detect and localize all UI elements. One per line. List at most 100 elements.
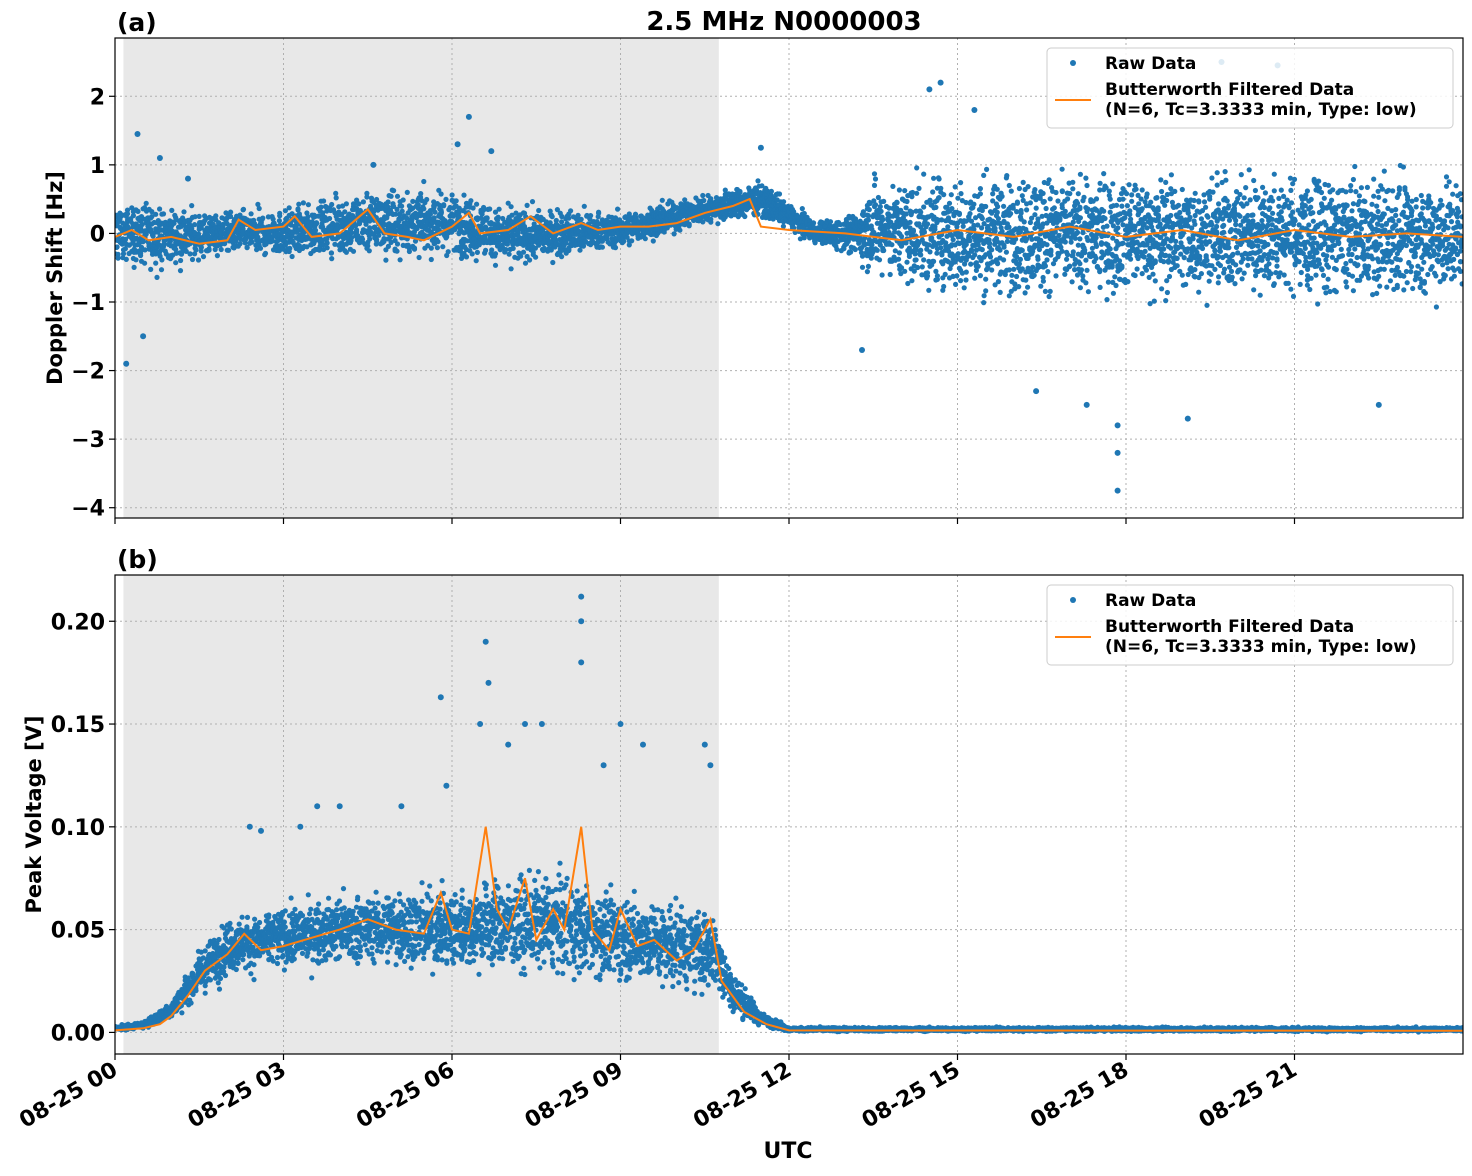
raw-data-point	[972, 252, 977, 257]
raw-data-point	[1065, 196, 1070, 201]
raw-data-point	[989, 267, 994, 272]
raw-data-point	[421, 206, 426, 211]
raw-data-point	[951, 237, 956, 242]
raw-data-point	[925, 221, 930, 226]
raw-data-point	[1169, 172, 1174, 177]
raw-data-point	[550, 214, 555, 219]
raw-data-point	[511, 246, 516, 251]
raw-data-point	[439, 191, 444, 196]
raw-data-point	[533, 255, 538, 260]
raw-data-point	[1048, 196, 1053, 201]
raw-data-point	[1083, 280, 1088, 285]
raw-data-point	[582, 204, 587, 209]
raw-data-point	[978, 186, 983, 191]
raw-data-point	[416, 202, 421, 207]
raw-data-point	[897, 187, 902, 192]
raw-data-point	[916, 186, 921, 191]
raw-data-point	[1127, 208, 1132, 213]
raw-data-point	[1144, 268, 1149, 273]
raw-data-point	[1150, 272, 1155, 277]
raw-data-point	[980, 216, 985, 221]
raw-data-point	[1207, 279, 1212, 284]
raw-data-point	[1009, 273, 1014, 278]
raw-data-point	[1063, 209, 1068, 214]
raw-data-point	[1127, 182, 1132, 187]
raw-data-point	[439, 209, 444, 214]
raw-data-point	[121, 251, 126, 256]
figure-title: 2.5 MHz N0000003	[646, 7, 921, 37]
raw-data-point	[364, 191, 369, 196]
raw-data-point	[1077, 205, 1082, 210]
raw-data-point	[964, 242, 969, 247]
raw-data-point	[1102, 216, 1107, 221]
raw-data-point	[301, 200, 306, 205]
raw-data-point	[440, 244, 445, 249]
raw-data-point	[983, 288, 988, 293]
raw-data-point	[1065, 252, 1070, 257]
raw-data-point	[1101, 209, 1106, 214]
raw-data-point	[800, 206, 805, 211]
raw-data-point	[1125, 203, 1130, 208]
raw-data-point	[941, 192, 946, 197]
raw-data-point	[708, 196, 713, 201]
raw-data-point	[1064, 257, 1069, 262]
raw-data-point	[918, 252, 923, 257]
raw-data-point	[880, 272, 885, 277]
raw-data-point	[579, 217, 584, 222]
raw-data-point	[1079, 267, 1084, 272]
raw-data-point	[1070, 279, 1075, 284]
raw-data-point	[1163, 180, 1168, 185]
raw-data-point	[383, 258, 388, 263]
raw-data-point	[1025, 285, 1030, 290]
raw-data-point	[1186, 210, 1191, 215]
raw-data-point	[1023, 278, 1028, 283]
raw-data-point	[1071, 220, 1076, 225]
raw-data-point	[1145, 191, 1150, 196]
raw-data-point	[1047, 177, 1052, 182]
raw-data-point	[1120, 241, 1125, 246]
raw-data-point	[907, 254, 912, 259]
raw-data-point	[1020, 248, 1025, 253]
raw-data-point	[509, 204, 514, 209]
raw-data-point	[159, 257, 164, 262]
raw-data-point	[1128, 257, 1133, 262]
raw-data-point	[1223, 169, 1228, 174]
raw-data-point	[915, 265, 920, 270]
raw-data-point	[389, 194, 394, 199]
raw-data-point	[875, 248, 880, 253]
raw-data-point	[1196, 290, 1201, 295]
raw-data-point	[1125, 279, 1130, 284]
raw-data-point	[1060, 188, 1065, 193]
raw-data-point	[921, 204, 926, 209]
raw-data-point	[257, 206, 262, 211]
raw-data-point	[329, 256, 334, 261]
raw-data-point	[249, 211, 254, 216]
raw-data-point	[1202, 199, 1207, 204]
raw-data-point	[930, 189, 935, 194]
raw-data-point	[1097, 267, 1102, 272]
raw-data-point	[1148, 200, 1153, 205]
raw-data-point	[197, 214, 202, 219]
raw-data-point	[633, 212, 638, 217]
raw-data-point	[1078, 172, 1083, 177]
raw-data-point	[1142, 254, 1147, 259]
raw-data-point	[568, 208, 573, 213]
raw-data-point	[153, 261, 158, 266]
raw-data-point	[954, 273, 959, 278]
raw-data-point	[1005, 239, 1010, 244]
raw-data-point	[708, 220, 713, 225]
raw-data-point	[1158, 177, 1163, 182]
raw-data-point	[1044, 206, 1049, 211]
raw-data-point	[1018, 257, 1023, 262]
raw-data-point	[189, 203, 194, 208]
raw-data-point	[998, 290, 1003, 295]
raw-data-point	[1152, 299, 1157, 304]
raw-data-point	[201, 254, 206, 259]
raw-data-point	[1001, 243, 1006, 248]
raw-data-point	[1108, 197, 1113, 202]
raw-data-point	[1163, 298, 1168, 303]
raw-data-point	[1056, 233, 1061, 238]
raw-data-point	[1110, 181, 1115, 186]
raw-data-point	[1176, 203, 1181, 208]
